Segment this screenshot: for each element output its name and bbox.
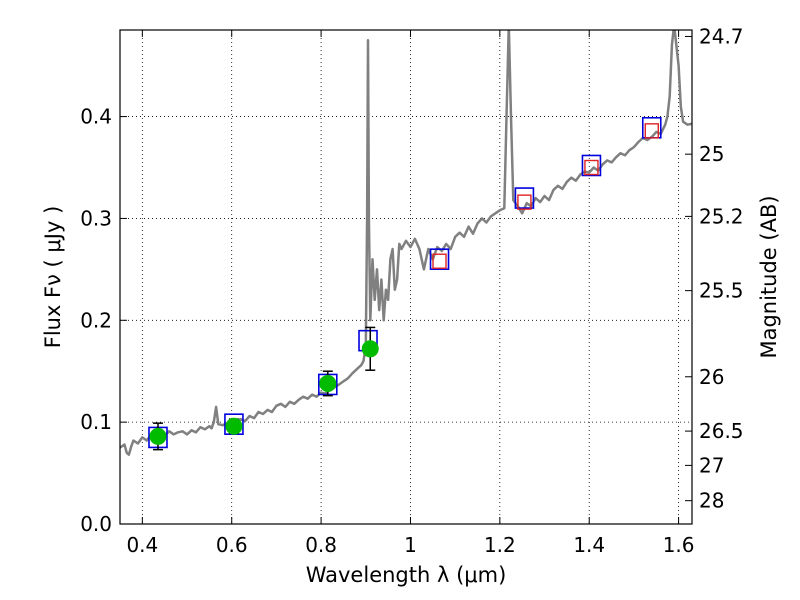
model-point-marker: [429, 248, 450, 270]
y-tick-label: 0.0: [80, 512, 112, 536]
observed-point-marker: [149, 427, 167, 445]
x-tick-label: 0.8: [305, 533, 337, 557]
model-spectrum-layer: [120, 30, 692, 456]
x-tick-label: 0.4: [126, 533, 158, 557]
magnitude-tick-label: 27: [699, 453, 724, 477]
predicted-point-marker: [517, 194, 532, 210]
y-axis-title: Flux Fν ( μJy ): [41, 206, 65, 349]
magnitude-tick-label: 26.5: [699, 419, 744, 443]
photometry-points-layer: [148, 116, 662, 451]
magnitude-tick-label: 26: [699, 365, 724, 389]
model-spectrum-line: [120, 30, 692, 456]
predicted-point-marker: [432, 253, 447, 269]
magnitude-tick-label: 28: [699, 489, 724, 513]
observed-point-marker: [225, 417, 243, 435]
model-point-marker: [514, 187, 535, 209]
y-tick-label: 0.4: [80, 105, 112, 129]
axis-ticks: 0.4 0.6 0.8 1 1.2 1.4 1.6 0.0 0.1 0.2 0.3 0.4 24.7 25…: [80, 24, 743, 557]
observed-point-marker: [361, 340, 379, 358]
x-tick-label: 1.6: [663, 533, 695, 557]
y-tick-label: 0.2: [80, 308, 112, 332]
grid: [120, 30, 692, 524]
observed-point-marker: [319, 374, 337, 392]
y-tick-label: 0.3: [80, 206, 112, 230]
x-tick-label: 1.4: [573, 533, 605, 557]
x-tick-label: 1: [404, 533, 417, 557]
magnitude-tick-label: 25.2: [699, 204, 744, 228]
plot-frame: [119, 29, 693, 525]
x-tick-label: 1.2: [484, 533, 516, 557]
y-tick-label: 0.1: [80, 410, 112, 434]
predicted-point-marker: [584, 159, 599, 176]
predicted-point-marker: [644, 123, 659, 139]
magnitude-tick-label: 24.7: [699, 24, 744, 48]
model-point-marker: [581, 154, 602, 177]
x-axis-title: Wavelength λ (μm): [306, 563, 507, 587]
x-tick-label: 0.6: [216, 533, 248, 557]
magnitude-tick-label: 25: [699, 142, 724, 166]
secondary-y-axis-title: Magnitude (AB): [757, 195, 781, 358]
magnitude-tick-label: 25.5: [699, 279, 744, 303]
